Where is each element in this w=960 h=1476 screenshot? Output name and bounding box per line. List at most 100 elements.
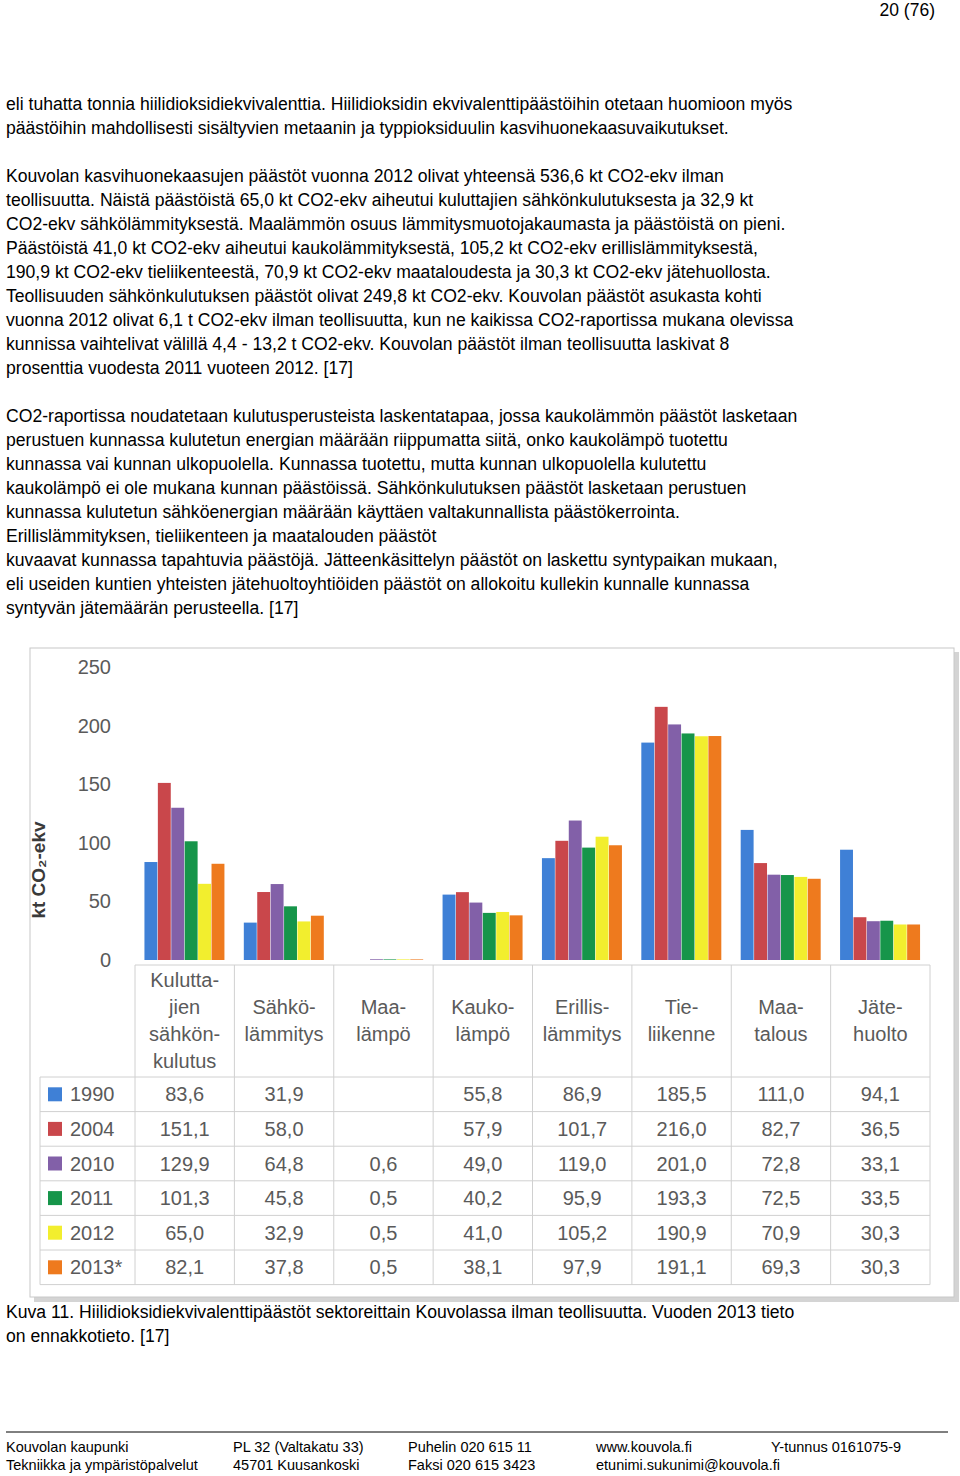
bar [370, 959, 383, 960]
value-label: 97,9 [563, 1256, 602, 1278]
bar [794, 877, 807, 960]
paragraph-line: eli tuhatta tonnia hiilidioksidiekvivale… [6, 94, 793, 114]
bar [569, 821, 582, 960]
table-line [40, 1284, 930, 1285]
bar [596, 837, 609, 960]
bar [510, 915, 523, 960]
category-label-line: kulutus [153, 1050, 216, 1072]
table-line [40, 1077, 930, 1078]
footer-text: Puhelin 020 615 11 [408, 1439, 532, 1455]
table-line [40, 1146, 930, 1147]
value-label: 193,3 [657, 1187, 707, 1209]
bar [781, 875, 794, 960]
value-label: 216,0 [657, 1118, 707, 1140]
table-line [40, 1250, 930, 1251]
value-label: 72,5 [761, 1187, 800, 1209]
value-label: 191,1 [657, 1256, 707, 1278]
value-label: 185,5 [657, 1083, 707, 1105]
bar [158, 783, 171, 960]
bar [469, 903, 482, 960]
legend-label: 2004 [70, 1118, 115, 1140]
table-line [135, 965, 930, 966]
bar [443, 895, 456, 960]
legend-swatch [48, 1087, 62, 1101]
value-label: 45,8 [265, 1187, 304, 1209]
page-background [0, 0, 960, 1476]
bar [171, 808, 184, 960]
y-axis-label: kt CO₂-ekv [28, 821, 49, 919]
y-tick-label: 0 [100, 949, 111, 971]
bar [144, 862, 157, 960]
value-label: 0,5 [370, 1256, 398, 1278]
bar [542, 858, 555, 960]
y-tick [114, 725, 120, 726]
category-label: Erillis-lämmitys [543, 996, 622, 1045]
paragraph-line: teollisuutta. Näistä päästöistä 65,0 kt … [6, 190, 753, 210]
bar [655, 707, 668, 960]
paragraph-line: kunnassa vai kunnan ulkopuolella. Kunnas… [6, 454, 706, 474]
legend-swatch [48, 1191, 62, 1205]
category-label-line: Tie- [665, 996, 699, 1018]
category-label-line: lämpö [456, 1023, 510, 1045]
value-label: 38,1 [463, 1256, 502, 1278]
value-label: 0,5 [370, 1187, 398, 1209]
y-tick-label: 50 [89, 890, 111, 912]
table-line [234, 965, 235, 1285]
y-tick [114, 901, 120, 902]
value-label: 119,0 [558, 1153, 607, 1175]
table-line [830, 965, 831, 1285]
bar [297, 921, 310, 960]
legend-swatch [48, 1226, 62, 1240]
bar [907, 924, 920, 960]
footer-rule [6, 1432, 948, 1433]
paragraph-line: 190,9 kt CO2-ekv tieliikenteestä, 70,9 k… [6, 262, 771, 282]
bar [271, 884, 284, 960]
table-line [731, 965, 732, 1285]
value-label: 33,5 [861, 1187, 900, 1209]
legend-label: 2010 [70, 1153, 115, 1175]
table-line [631, 965, 632, 1285]
paragraph-line: eli useiden kuntien yhteisten jätehuolto… [6, 574, 750, 594]
chart: 050100150200250kt CO₂-ekvKulutta-jiensäh… [28, 648, 959, 1302]
page-number: 20 (76) [880, 0, 935, 20]
footer-text: www.kouvola.fi [595, 1439, 692, 1455]
legend-swatch [48, 1157, 62, 1171]
value-label: 55,8 [463, 1083, 502, 1105]
category-label-line: lämmitys [245, 1023, 324, 1045]
paragraph-line: prosenttia vuodesta 2011 vuoteen 2012. [… [6, 358, 353, 378]
value-label: 105,2 [557, 1222, 607, 1244]
value-label: 82,7 [761, 1118, 800, 1140]
bar [185, 841, 198, 960]
paragraph-line: kaukolämpö ei ole mukana kunnan päästöis… [6, 478, 746, 498]
bar [555, 841, 568, 960]
value-label: 37,8 [265, 1256, 304, 1278]
value-label: 32,9 [265, 1222, 304, 1244]
paragraph-line: vuonna 2012 olivat 6,1 t CO2-ekv ilman t… [6, 310, 793, 330]
category-label-line: huolto [853, 1023, 908, 1045]
value-label: 49,0 [463, 1153, 502, 1175]
y-tick-label: 100 [78, 832, 111, 854]
value-label: 33,1 [861, 1153, 900, 1175]
value-label: 151,1 [160, 1118, 210, 1140]
bar [212, 864, 225, 960]
value-label: 69,3 [761, 1256, 800, 1278]
y-tick-label: 200 [78, 715, 111, 737]
footer-text: PL 32 (Valtakatu 33) [233, 1439, 364, 1455]
bar [198, 884, 211, 960]
value-label: 201,0 [657, 1153, 707, 1175]
table-line [135, 965, 136, 1285]
footer-text: etunimi.sukunimi@kouvola.fi [596, 1457, 780, 1473]
bar [284, 906, 297, 960]
caption: Kuva 11. Hiilidioksidiekvivalenttipäästö… [6, 1302, 794, 1322]
category-label-line: Maa- [361, 996, 407, 1018]
bar [410, 959, 423, 960]
value-label: 111,0 [757, 1083, 804, 1105]
chart-frame [30, 648, 954, 1297]
category-label: Tie-liikenne [648, 996, 716, 1045]
category-label: Kauko-lämpö [451, 996, 514, 1045]
category-label-line: talous [754, 1023, 807, 1045]
y-tick [114, 667, 120, 668]
y-tick-label: 150 [78, 773, 111, 795]
bar [840, 850, 853, 960]
bar [641, 743, 654, 960]
